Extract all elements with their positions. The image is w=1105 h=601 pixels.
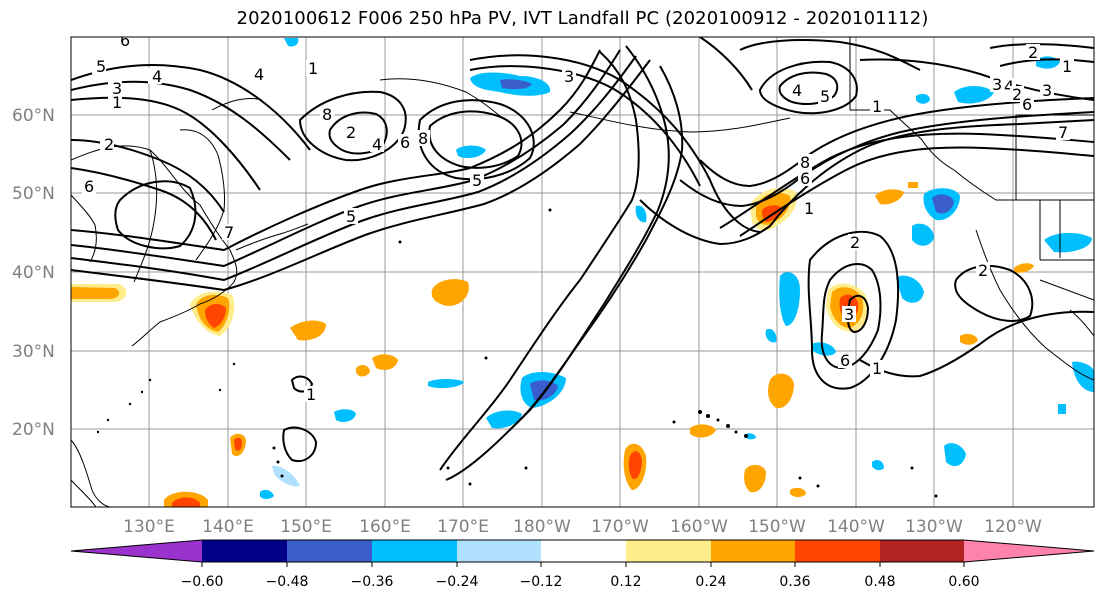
contour-label: 5 — [96, 57, 106, 76]
colorbar-extend-high — [964, 540, 1094, 562]
contour-label: 1 — [1062, 57, 1072, 76]
colorbar-tick-label: −0.36 — [351, 574, 394, 590]
contour-label: 2 — [104, 135, 114, 154]
coastlines — [71, 37, 1094, 507]
contour-label: 4 — [1004, 77, 1014, 96]
contour-label: 4 — [792, 81, 802, 100]
lat-label: 30°N — [12, 342, 55, 362]
lon-label: 130°E — [123, 517, 175, 537]
lon-label: 170°E — [437, 517, 489, 537]
lon-label: 140°E — [202, 517, 254, 537]
contour-label: 4 — [152, 67, 162, 86]
map-title: 2020100612 F006 250 hPa PV, IVT Landfall… — [236, 8, 929, 29]
negative-anomaly-regions — [260, 38, 1094, 499]
contour-label: 3 — [564, 67, 574, 86]
contour-label: 1 — [112, 93, 122, 112]
colorbar-segment — [711, 540, 795, 562]
contour-label: 2 — [978, 261, 988, 280]
contour-label: 6 — [120, 31, 130, 50]
colorbar-tick-label: 0.12 — [610, 574, 641, 590]
contour-label: 6 — [800, 169, 810, 188]
contour-label: 6 — [84, 177, 94, 196]
contour-label: 1 — [872, 97, 882, 116]
lon-label: 150°W — [748, 517, 806, 537]
contour-label: 2 — [1012, 85, 1022, 104]
lon-label: 120°W — [984, 517, 1042, 537]
contour-label: 1 — [804, 199, 814, 218]
colorbar-segment — [202, 540, 287, 562]
colorbar-tick-label: 0.48 — [864, 574, 895, 590]
longitude-labels: 130°E 140°E 150°E 160°E 170°E 180°W 170°… — [123, 517, 1042, 537]
lon-label: 170°W — [591, 517, 649, 537]
islands — [96, 208, 938, 498]
colorbar-segment — [541, 540, 626, 562]
lat-label: 60°N — [12, 106, 55, 126]
colorbar-segment — [626, 540, 711, 562]
contour-labels: 6 5 4 3 1 2 6 4 1 8 2 4 6 8 7 5 3 4 5 1 … — [82, 31, 1074, 404]
lon-label: 140°W — [827, 517, 885, 537]
contour-label: 6 — [840, 351, 850, 370]
lat-label: 20°N — [12, 420, 55, 440]
colorbar-segment — [372, 540, 457, 562]
colorbar-tick-label: −0.60 — [181, 574, 224, 590]
contour-label: 2 — [346, 123, 356, 142]
colorbar-tick-label: 0.60 — [948, 574, 979, 590]
contour-label: 3 — [1042, 81, 1052, 100]
colorbar-segment — [287, 540, 372, 562]
contour-label: 3 — [992, 75, 1002, 94]
lon-label: 180°W — [513, 517, 571, 537]
colorbar: −0.60 −0.48 −0.36 −0.24 −0.12 0.12 0.24 … — [70, 539, 1095, 590]
latitude-labels: 60°N 50°N 40°N 30°N 20°N — [12, 106, 55, 440]
ivt-shading — [71, 38, 1094, 507]
contour-label: 4 — [372, 135, 382, 154]
contour-label: 1 — [872, 359, 882, 378]
colorbar-segment — [795, 540, 880, 562]
contour-label: 1 — [306, 385, 316, 404]
contour-label: 8 — [322, 105, 332, 124]
pv-contours — [71, 37, 1094, 481]
contour-label: 8 — [418, 129, 428, 148]
contour-label: 8 — [800, 153, 810, 172]
colorbar-tick-label: −0.24 — [436, 574, 479, 590]
lon-label: 160°E — [359, 517, 411, 537]
lat-label: 40°N — [12, 263, 55, 283]
lon-label: 130°W — [905, 517, 963, 537]
colorbar-tick-label: −0.12 — [520, 574, 563, 590]
contour-label: 3 — [112, 79, 122, 98]
lon-label: 160°W — [670, 517, 728, 537]
contour-label: 5 — [346, 207, 356, 226]
map-frame — [70, 36, 1095, 508]
contour-label: 7 — [1058, 123, 1068, 142]
contour-label: 2 — [1028, 43, 1038, 62]
contour-label: 2 — [850, 233, 860, 252]
colorbar-extend-low — [71, 540, 202, 562]
lat-label: 50°N — [12, 184, 55, 204]
contour-label: 4 — [254, 65, 264, 84]
contour-label: 1 — [308, 59, 318, 78]
colorbar-tick-labels: −0.60 −0.48 −0.36 −0.24 −0.12 0.12 0.24 … — [181, 574, 980, 590]
colorbar-segment — [880, 540, 964, 562]
lon-label: 150°E — [280, 517, 332, 537]
colorbar-tick-label: 0.36 — [779, 574, 810, 590]
contour-label: 6 — [1022, 95, 1032, 114]
contour-label: 6 — [400, 133, 410, 152]
colorbar-tick-label: 0.24 — [695, 574, 726, 590]
colorbar-ticks — [201, 562, 965, 567]
contour-label: 5 — [472, 171, 482, 190]
contour-label: 7 — [224, 223, 234, 242]
contour-label: 3 — [844, 305, 854, 324]
colorbar-segment — [457, 540, 541, 562]
contour-label: 5 — [820, 87, 830, 106]
positive-anomaly-regions — [71, 182, 1034, 507]
colorbar-tick-label: −0.48 — [266, 574, 309, 590]
